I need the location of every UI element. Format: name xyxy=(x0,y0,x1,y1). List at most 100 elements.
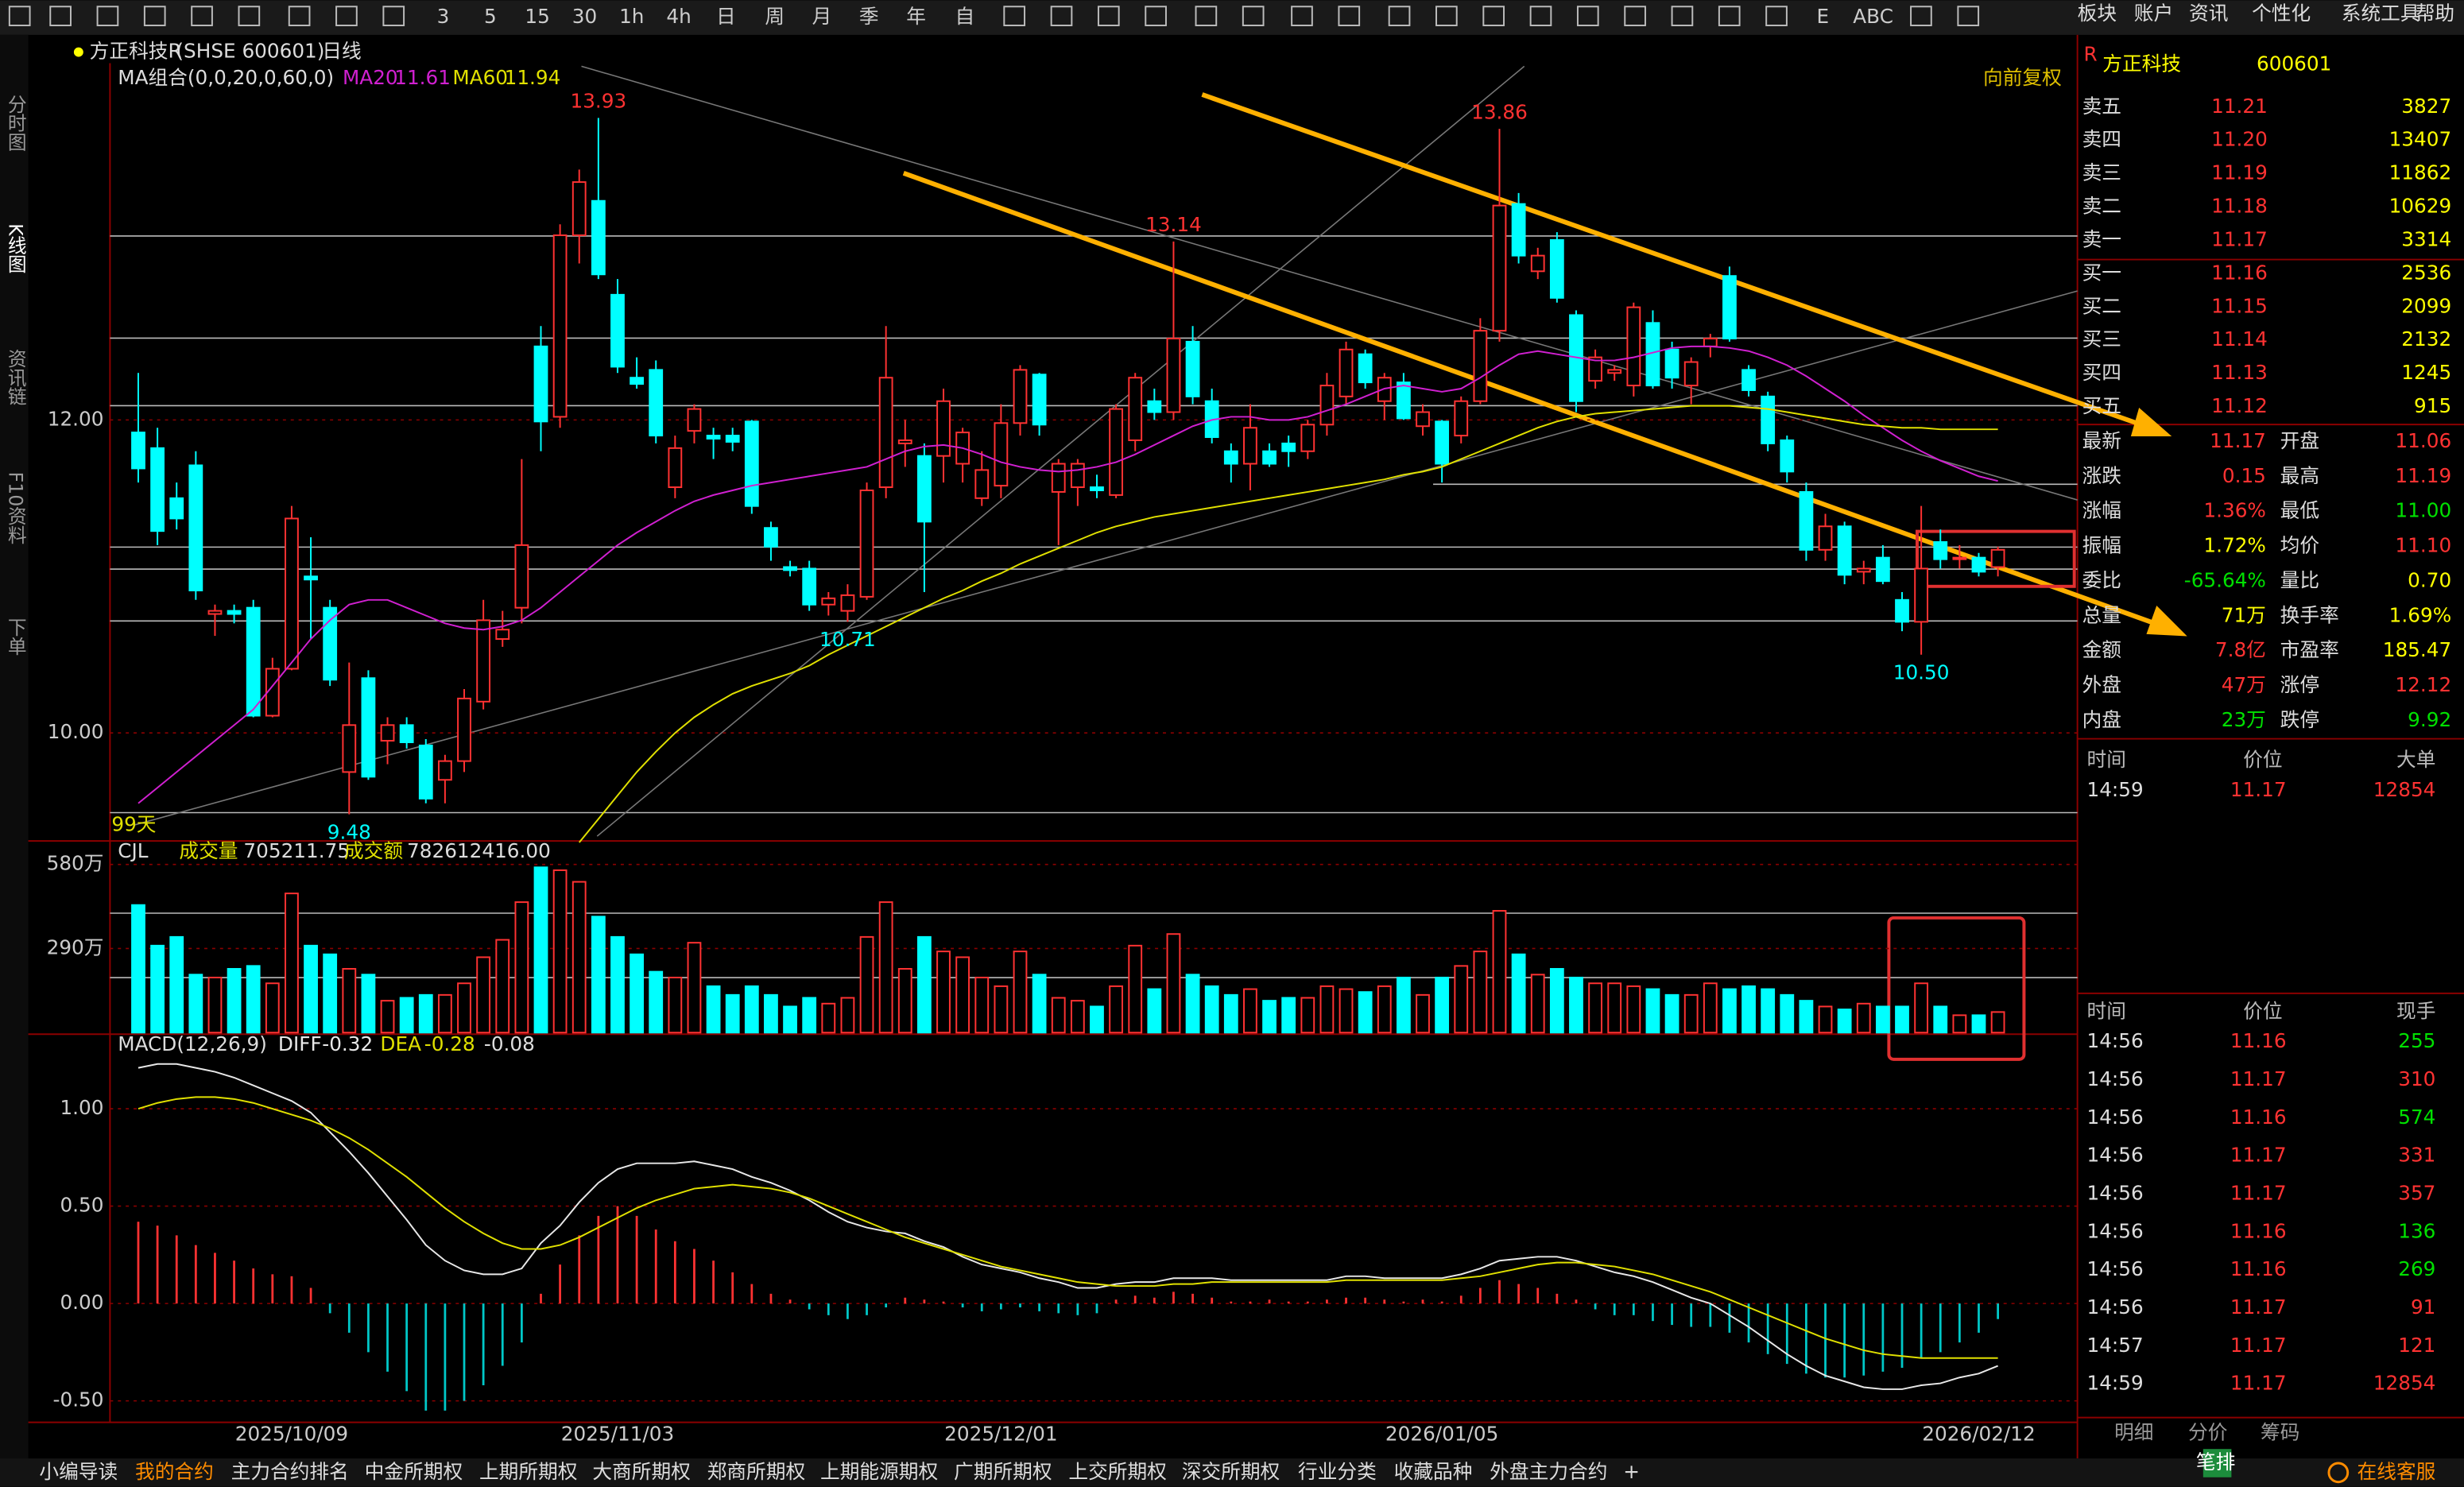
list-header: 时间 xyxy=(2087,1000,2126,1023)
bottom-tab[interactable]: 我的合约 xyxy=(135,1460,214,1483)
period-button[interactable]: 15 xyxy=(525,5,549,28)
toolbar xyxy=(0,0,2464,35)
tool-icon[interactable] xyxy=(1388,6,1411,26)
badge[interactable]: 笔排 xyxy=(2196,1450,2235,1473)
bottom-tab[interactable]: 行业分类 xyxy=(1298,1460,1377,1483)
volume-bar xyxy=(649,970,664,1034)
menu-item[interactable]: 帮助 xyxy=(2416,2,2454,25)
volume-bar xyxy=(1185,974,1200,1034)
bottom-tab[interactable]: 上期能源期权 xyxy=(820,1460,938,1483)
tool-icon[interactable] xyxy=(1718,6,1741,26)
candle-body xyxy=(571,181,587,237)
list-time: 14:56 xyxy=(2087,1029,2144,1052)
menu-item[interactable]: 系统工具 xyxy=(2342,2,2420,25)
bottom-tab[interactable]: + xyxy=(1623,1460,1640,1483)
tool-icon[interactable] xyxy=(1050,6,1073,26)
status-dot xyxy=(73,47,83,57)
extreme-label: 10.71 xyxy=(819,628,876,651)
bottom-tab[interactable]: 深交所期权 xyxy=(1182,1460,1280,1483)
candle-body xyxy=(936,400,951,457)
bottom-tab[interactable]: 主力合约排名 xyxy=(231,1460,349,1483)
period-button[interactable]: 30 xyxy=(572,5,597,28)
service-link[interactable]: 在线客服 xyxy=(2357,1460,2436,1483)
tool-icon[interactable] xyxy=(1910,6,1932,26)
period-button[interactable]: 周 xyxy=(765,5,785,28)
period-button[interactable]: 月 xyxy=(812,5,832,28)
side-tab[interactable]: F10资料 xyxy=(4,471,26,544)
bottom-tab[interactable]: 郑商所期权 xyxy=(707,1460,806,1483)
bottom-tab[interactable]: 外盘主力合约 xyxy=(1490,1460,1607,1483)
menu-item[interactable]: 个性化 xyxy=(2252,2,2311,25)
candle-body xyxy=(859,489,874,598)
bottom-tab[interactable]: 大商所期权 xyxy=(592,1460,691,1483)
side-tab[interactable]: 资讯链 xyxy=(4,349,26,405)
candle-body xyxy=(304,575,318,581)
panel-tab[interactable]: 明细 xyxy=(2114,1420,2153,1443)
menu-item[interactable]: 板块 xyxy=(2078,2,2117,25)
tool-icon[interactable] xyxy=(238,6,261,26)
stat-label: 最高 xyxy=(2280,464,2319,487)
volume-bar xyxy=(1703,982,1718,1034)
tool-icon[interactable] xyxy=(1576,6,1599,26)
tool-icon[interactable] xyxy=(1097,6,1120,26)
tool-icon[interactable] xyxy=(1671,6,1694,26)
bottom-tab[interactable]: 广期所期权 xyxy=(954,1460,1052,1483)
period-button[interactable]: 1h xyxy=(619,5,644,28)
tool-icon[interactable] xyxy=(191,6,213,26)
tool-icon[interactable] xyxy=(288,6,311,26)
period-button[interactable]: 日 xyxy=(716,5,736,28)
period-button[interactable]: 5 xyxy=(484,5,497,28)
tool-icon[interactable] xyxy=(1145,6,1167,26)
tool-icon[interactable] xyxy=(1291,6,1313,26)
list-price: 11.17 xyxy=(2230,778,2287,801)
tool-icon[interactable] xyxy=(1338,6,1361,26)
volume-bar xyxy=(1492,910,1507,1034)
tool-icon[interactable] xyxy=(1765,6,1788,26)
tool-icon[interactable] xyxy=(1003,6,1026,26)
side-tab[interactable]: 分时图 xyxy=(4,95,26,151)
tool-icon[interactable] xyxy=(8,6,31,26)
tool-icon[interactable] xyxy=(335,6,358,26)
period-button[interactable]: 3 xyxy=(437,5,450,28)
menu-item[interactable]: 账户 xyxy=(2134,2,2173,25)
bottom-tab[interactable]: 小编导读 xyxy=(39,1460,118,1483)
panel-tab[interactable]: 筹码 xyxy=(2261,1420,2299,1443)
legend-value: -0.28 xyxy=(424,1032,475,1055)
period-button[interactable]: 季 xyxy=(859,5,879,28)
tool-icon[interactable] xyxy=(1242,6,1265,26)
volume-bar xyxy=(1070,1000,1085,1034)
count-label: 99天 xyxy=(111,812,156,835)
volume-bar xyxy=(1607,982,1622,1034)
bottom-tab[interactable]: 中金所期权 xyxy=(365,1460,463,1483)
side-tab[interactable]: K线图 xyxy=(4,223,26,273)
volume-bar xyxy=(1166,933,1181,1034)
tool-icon[interactable] xyxy=(143,6,166,26)
period-button[interactable]: 年 xyxy=(906,5,926,28)
bottom-tab[interactable]: 上期所期权 xyxy=(479,1460,578,1483)
volume-bar xyxy=(1223,993,1238,1034)
bottom-tab[interactable]: 收藏品种 xyxy=(1394,1460,1473,1483)
tool-icon[interactable] xyxy=(1435,6,1458,26)
period-button[interactable]: 自 xyxy=(955,5,975,28)
panel-tab[interactable]: 分价 xyxy=(2188,1420,2227,1443)
adjust-label[interactable]: 向前复权 xyxy=(1983,66,2062,89)
tool-icon[interactable] xyxy=(96,6,119,26)
volume-bar xyxy=(687,942,702,1034)
tool-button[interactable]: ABC xyxy=(1853,5,1893,28)
tool-icon[interactable] xyxy=(49,6,72,26)
period-button[interactable]: 4h xyxy=(666,5,691,28)
tool-icon[interactable] xyxy=(382,6,405,26)
tool-icon[interactable] xyxy=(1957,6,1980,26)
bottom-tab[interactable]: 上交所期权 xyxy=(1068,1460,1167,1483)
menu-item[interactable]: 资讯 xyxy=(2189,2,2228,25)
tool-icon[interactable] xyxy=(1529,6,1552,26)
candle-body xyxy=(1090,486,1104,491)
header-period[interactable]: 日线 xyxy=(322,40,361,63)
book-price: 11.14 xyxy=(2211,327,2268,350)
side-tab[interactable]: 下单 xyxy=(4,618,26,656)
tool-icon[interactable] xyxy=(1195,6,1218,26)
tool-icon[interactable] xyxy=(1624,6,1646,26)
tool-icon[interactable] xyxy=(1482,6,1505,26)
tool-button[interactable]: E xyxy=(1817,5,1830,28)
